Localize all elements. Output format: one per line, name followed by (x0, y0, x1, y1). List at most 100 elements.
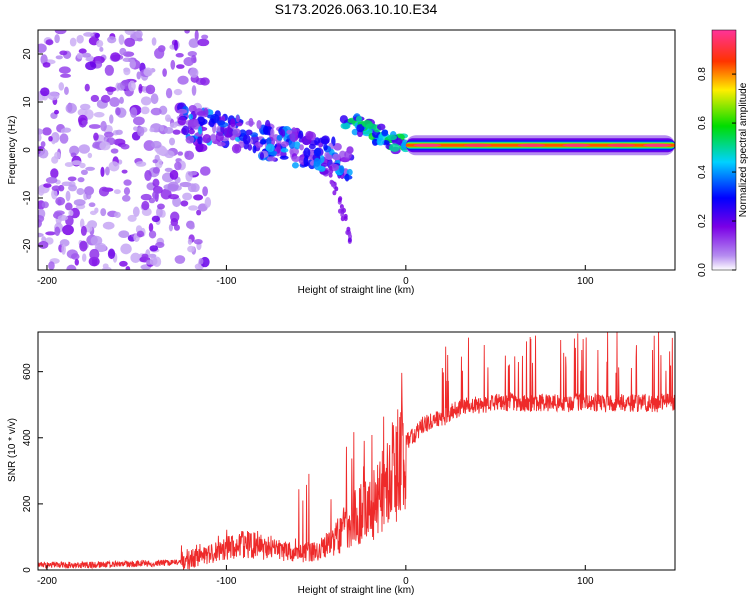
spectrogram-noise-blob (45, 231, 56, 236)
spectrogram-noise-blob (94, 32, 100, 39)
spectrogram-noise-blob (81, 52, 92, 58)
spectrogram-branch-blob (332, 190, 337, 196)
spectrogram-band-blob (223, 127, 234, 138)
spectrogram-noise-blob (151, 215, 161, 223)
spectrogram-band-blob (210, 133, 216, 142)
spectrogram-band-blob (333, 143, 342, 151)
spectrogram-noise-blob (201, 34, 209, 40)
spectrogram-noise-blob (137, 126, 145, 137)
spectrogram-noise-blob (113, 189, 121, 195)
spectrogram-noise-blob (115, 129, 123, 135)
spectrogram-band-blob (279, 155, 289, 160)
spectrogram-noise-blob (51, 185, 61, 192)
spectrogram-noise-blob (55, 196, 66, 206)
spectrogram-transition-blob (400, 141, 408, 151)
spectrogram-noise-blob (136, 230, 145, 238)
spectrogram-noise-blob (133, 116, 145, 126)
spectrogram-noise-blob (187, 171, 198, 176)
colorbar-tick-label: 0.6 (697, 116, 708, 130)
spectrogram-noise-blob (82, 253, 87, 262)
spectrogram-x-tick-label: -100 (216, 276, 236, 287)
spectrogram-noise-blob (145, 84, 156, 95)
spectrogram-band-blob (247, 144, 253, 151)
spectrogram-noise-blob (66, 264, 77, 270)
spectrogram-noise-blob (182, 192, 193, 201)
spectrogram-noise-blob (141, 253, 149, 260)
spectrogram-band-blob (245, 129, 253, 136)
spectrogram-noise-blob (149, 245, 159, 252)
spectrogram-branch-blob (343, 213, 348, 219)
spectrogram-noise-blob (149, 127, 155, 133)
spectrogram-noise-blob (189, 67, 199, 78)
spectrogram-band-blob (230, 118, 236, 127)
spectrogram-noise-blob (38, 43, 47, 54)
spectrogram-noise-blob (69, 37, 77, 47)
spectrogram-branch-blob (328, 172, 333, 178)
spectrogram-noise-blob (78, 48, 87, 54)
spectrogram-noise-blob (150, 107, 162, 116)
spectrogram-band-blob (181, 125, 190, 136)
snr-y-tick-label: 400 (22, 429, 33, 446)
spectrogram-noise-blob (67, 176, 77, 182)
spectrogram-noise-blob (187, 238, 193, 245)
spectrogram-noise-blob (69, 145, 80, 156)
spectrogram-noise-blob (154, 47, 165, 59)
spectrogram-noise-blob (121, 169, 128, 174)
spectrogram-transition-blob (355, 115, 363, 123)
spectrogram-branch-blob (329, 168, 334, 174)
spectrogram-noise-blob (172, 196, 182, 208)
spectrogram-noise-blob (144, 169, 152, 181)
spectrogram-noise-blob (107, 36, 117, 44)
snr-y-tick-label: 200 (22, 495, 33, 512)
spectrogram-noise-blob (58, 66, 71, 74)
spectrogram-band-blob (265, 143, 275, 153)
spectrogram-branch-blob (346, 226, 351, 232)
spectrogram-noise-blob (159, 124, 165, 132)
spectrogram-noise-blob (129, 59, 136, 69)
spectrogram-transition-blob (376, 123, 386, 131)
spectrogram-noise-blob (99, 141, 111, 151)
spectrogram-noise-blob (38, 240, 49, 249)
spectrogram-noise-blob (62, 224, 74, 236)
spectrogram-band-blob (206, 114, 215, 119)
spectrogram-band-blob (248, 117, 254, 127)
spectrogram-branch-blob (337, 208, 342, 214)
spectrogram-noise-blob (79, 162, 86, 169)
spectrogram-noise-blob (193, 194, 204, 201)
spectrogram-noise-blob (197, 38, 210, 47)
spectrogram-noise-blob (90, 235, 103, 246)
spectrogram-transition-blob (356, 124, 365, 133)
colorbar-ticks: 0.0 0.2 0.4 0.6 0.8 (697, 67, 736, 277)
spectrogram-noise-blob (103, 131, 114, 138)
spectrogram-noise-blob (121, 194, 131, 202)
spectrogram-noise-blob (54, 109, 59, 115)
spectrogram-noise-blob (177, 75, 189, 85)
spectrogram-noise-blob (135, 30, 143, 39)
spectrogram-band-blob (323, 143, 328, 151)
spectrogram-noise-blob (84, 83, 90, 92)
spectrogram-noise-blob (193, 238, 203, 245)
spectrogram-noise-blob (42, 127, 52, 136)
spectrogram-noise-blob (79, 103, 91, 111)
spectrogram-noise-blob (100, 120, 107, 132)
spectrogram-noise-blob (170, 218, 179, 227)
spectrogram-noise-blob (68, 209, 74, 217)
spectrogram-noise-blob (168, 194, 180, 200)
spectrogram-noise-blob (174, 255, 186, 264)
spectrogram-band-blob (303, 147, 311, 159)
spectrogram-transition-blob (376, 138, 385, 146)
spectrogram-band-blob (344, 150, 352, 160)
spectrogram-band-blob (303, 156, 309, 167)
spectrogram-noise-blob (51, 188, 58, 200)
spectrogram-noise-blob (150, 93, 159, 105)
spectrogram-band-blob (266, 137, 272, 146)
spectrogram-noise-blob (184, 30, 190, 34)
spectrogram-y-tick-label: -20 (22, 238, 33, 253)
spectrogram-noise-blob (180, 200, 189, 207)
spectrogram-band-blob (318, 142, 323, 148)
spectrogram-band-blob (216, 141, 226, 147)
spectrogram-noise-blob (88, 202, 96, 208)
spectrogram-noise-blob (54, 151, 61, 160)
spectrogram-noise-blob (64, 202, 73, 211)
